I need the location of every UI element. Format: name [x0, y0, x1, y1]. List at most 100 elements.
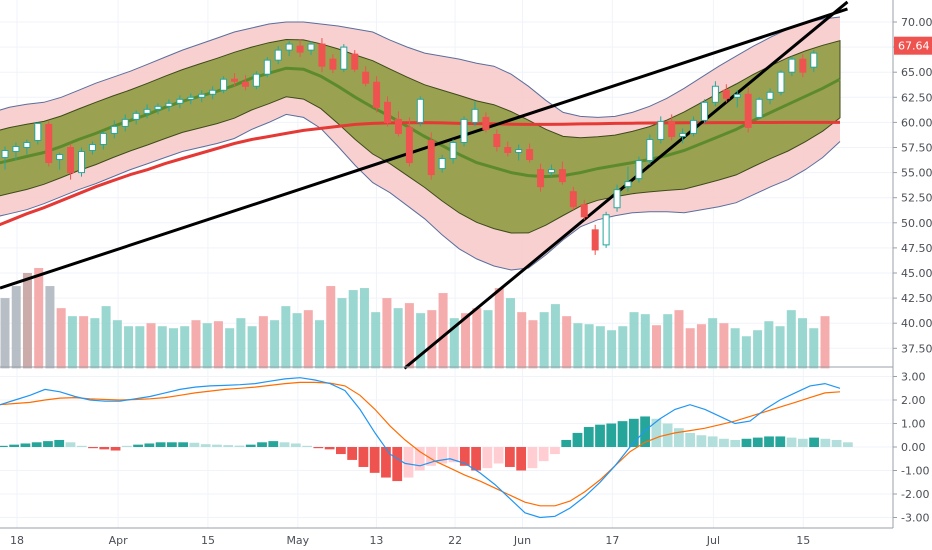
volume-bar	[56, 308, 66, 369]
candle-up	[810, 52, 818, 68]
volume-bar	[393, 308, 403, 369]
macd-histogram-bar	[223, 445, 234, 447]
volume-bar	[685, 328, 695, 369]
volume-bar	[494, 288, 504, 369]
candle-down	[373, 81, 381, 108]
candle-down	[569, 191, 577, 208]
candle-up	[788, 58, 796, 73]
volume-bar	[730, 328, 740, 369]
macd-histogram-bar	[831, 439, 842, 447]
candle-up	[274, 49, 282, 61]
candle-up	[438, 158, 446, 170]
volume-bar	[550, 304, 560, 369]
macd-histogram-bar	[437, 447, 448, 464]
volume-bar	[708, 318, 718, 369]
volume-bar	[382, 298, 392, 369]
candle-up	[252, 73, 260, 87]
macd-histogram-bar	[741, 438, 752, 447]
volume-bar	[719, 323, 729, 369]
macd-tick-label: 3.00	[901, 371, 926, 384]
candle-up	[416, 98, 424, 123]
volume-bar	[753, 330, 763, 369]
macd-histogram-bar	[707, 436, 718, 447]
macd-line	[0, 377, 841, 519]
candle-down	[504, 147, 512, 154]
candle-up	[755, 98, 763, 118]
macd-histogram-bar	[651, 418, 662, 447]
candle-down	[296, 45, 304, 53]
candle-up	[307, 43, 315, 51]
macd-tick-label: -1.00	[901, 465, 929, 478]
macd-histogram-bar	[20, 443, 31, 447]
candle-up	[23, 141, 31, 148]
macd-histogram-bar	[797, 438, 808, 447]
volume-bar	[281, 306, 291, 369]
candle-up	[624, 181, 632, 188]
price-tick-label: 60.00	[901, 116, 932, 129]
macd-histogram-bar	[403, 447, 414, 478]
volume-bar	[461, 313, 471, 369]
macd-histogram-bar	[313, 447, 324, 449]
macd-histogram-bar	[505, 447, 515, 467]
candle-down	[405, 126, 413, 164]
macd-tick-label: -3.00	[901, 512, 929, 525]
macd-histogram-bar	[200, 444, 211, 447]
macd-histogram-bar	[212, 444, 222, 447]
candle-down	[668, 120, 676, 137]
candle-down	[722, 89, 730, 99]
macd-histogram-bar	[583, 427, 594, 447]
macd-histogram-bar	[65, 442, 76, 447]
volume-bar	[764, 321, 774, 369]
macd-histogram-bar	[527, 447, 538, 469]
candle-up	[121, 118, 129, 127]
macd-histogram-bar	[302, 445, 312, 447]
volume-bar	[34, 267, 44, 369]
volume-bar	[359, 288, 369, 369]
candle-up	[613, 189, 621, 209]
macd-tick-label: -2.00	[901, 488, 929, 501]
volume-bar	[0, 298, 10, 369]
macd-histogram-bar	[561, 439, 572, 447]
price-tick-label: 70.00	[901, 16, 932, 29]
macd-histogram-bar	[347, 447, 358, 460]
volume-bar	[90, 318, 100, 369]
candle-up	[285, 43, 293, 51]
volume-bar	[124, 326, 134, 369]
candle-down	[537, 169, 545, 188]
price-tick-label: 40.00	[901, 317, 932, 330]
candle-down	[493, 133, 501, 147]
volume-bar	[213, 321, 223, 369]
candle-up	[471, 108, 479, 123]
macd-histogram-bar	[0, 445, 8, 447]
last-price-badge	[894, 36, 932, 55]
macd-histogram-bar	[843, 442, 853, 447]
moving-average-line	[0, 120, 840, 227]
volume-bar	[607, 330, 617, 369]
candle-down	[394, 118, 402, 134]
candle-up	[88, 143, 96, 152]
volume-bar	[236, 318, 246, 369]
volume-bar	[696, 324, 706, 369]
macd-histogram-bar	[189, 442, 200, 447]
volume-bar	[191, 320, 201, 369]
time-tick-label: Apr	[109, 534, 129, 547]
candle-up	[78, 151, 86, 174]
macd-histogram-bar	[820, 438, 831, 447]
candle-up	[143, 108, 151, 114]
trendline-1	[0, 7, 848, 290]
macd-histogram-bar	[595, 424, 605, 447]
macd-histogram-bar	[617, 421, 628, 447]
candle-down	[482, 116, 490, 130]
volume-bar	[539, 312, 549, 369]
macd-histogram-bar	[324, 447, 335, 450]
candle-up	[110, 125, 118, 134]
macd-histogram-bar	[752, 437, 763, 447]
candle-up	[187, 96, 195, 100]
candle-up	[340, 46, 348, 70]
macd-tick-label: 1.00	[901, 418, 926, 431]
volume-bar	[562, 316, 572, 369]
time-tick-label: 13	[369, 534, 383, 547]
candle-down	[558, 169, 566, 183]
macd-histogram-bar	[133, 444, 143, 447]
